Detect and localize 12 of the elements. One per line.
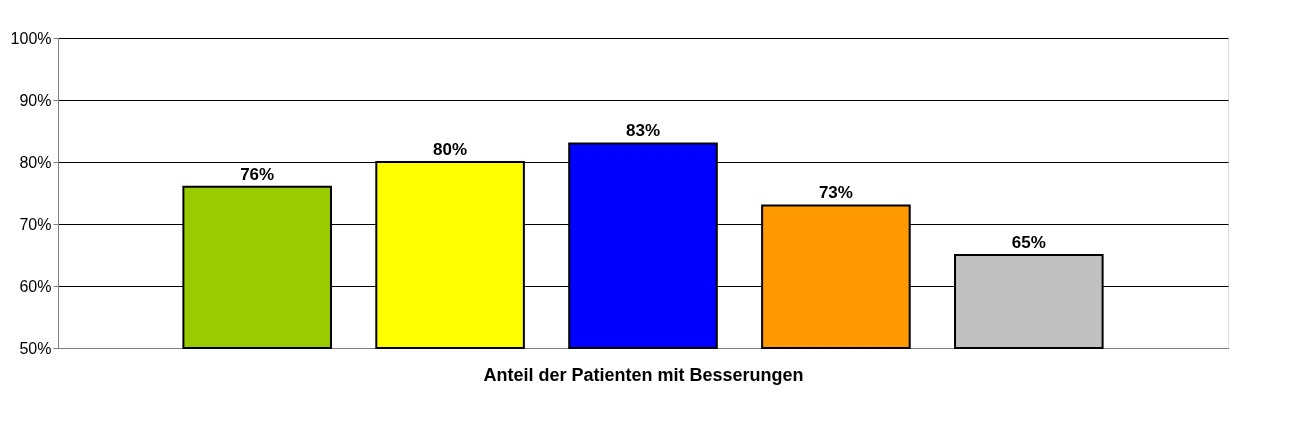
y-tick-label: 90% (19, 91, 52, 109)
data-label: 65% (1011, 233, 1046, 252)
data-label: 83% (625, 121, 661, 141)
data-label: 80% (433, 140, 468, 159)
data-label: 76% (240, 164, 275, 184)
y-tick-label: 60% (19, 277, 52, 295)
y-tick-label: 100% (10, 29, 52, 47)
y-tick-label: 50% (19, 339, 52, 357)
data-label: 73% (818, 183, 853, 203)
y-tick-label: 70% (19, 215, 52, 233)
x-axis-title: Anteil der Patienten mit Besserungen (483, 364, 804, 385)
y-tick-label: 80% (19, 153, 52, 171)
